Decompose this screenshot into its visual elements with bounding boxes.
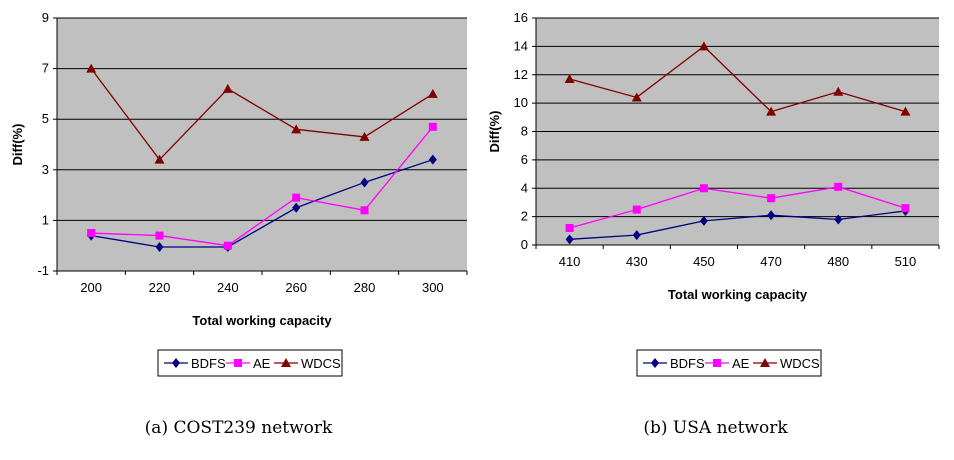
data-point [292,193,301,202]
y-tick-label: 2 [521,209,528,224]
y-tick-label: 5 [42,111,49,126]
data-point [428,122,437,131]
series-line [91,126,434,247]
series-line [569,45,906,113]
series-line [569,210,906,240]
data-point [87,229,96,238]
legend-label: WDCS [301,356,341,371]
y-tick-label: 8 [521,124,528,139]
data-point [767,194,776,203]
data-point [901,204,910,213]
legend-marker [281,358,291,367]
legend-marker [713,359,721,367]
legend-marker [760,358,770,367]
legend-marker [234,359,242,367]
legend-label: BDFS [191,356,226,371]
x-tick-label: 510 [895,254,917,269]
x-tick-label: 480 [827,254,849,269]
legend-box [636,349,822,377]
legend-label: AE [253,356,271,371]
x-axis-label: Total working capacity [192,313,332,328]
y-tick-label: -1 [37,263,49,278]
legend-marker [651,358,659,368]
series-line [90,68,434,161]
y-tick-label: 9 [42,10,49,25]
chart-usa: 0 2 4 6 8 10 12 14 16 410 430 450 470 480 510 Total wor… [477,0,954,460]
chart-cost239: -1 1 3 5 7 9 200 220 240 260 280 300 Total working c… [10,10,468,438]
y-tick-label: 7 [42,61,49,76]
x-axis-label: Total working capacity [668,287,808,302]
data-point [86,63,97,73]
y-tick-label: 1 [42,212,49,227]
data-point [699,215,708,226]
data-point [632,230,641,241]
y-axis-label: Diff(%) [10,124,25,166]
y-tick-label: 12 [514,67,528,82]
x-tick-label: 280 [354,280,376,295]
y-axis-label: Diff(%) [487,111,502,153]
data-point [564,74,575,84]
chart-usa-svg: 0 2 4 6 8 10 12 14 16 410 430 450 470 480 510 Total wor… [487,10,940,377]
data-point [222,83,233,93]
data-point [766,106,777,116]
y-tick-label: 6 [521,152,528,167]
data-point [359,131,370,141]
data-point [565,223,574,232]
data-point [155,241,164,252]
data-point [900,106,911,116]
y-tick-label: 14 [514,38,528,53]
legend-marker [172,358,180,368]
x-tick-label: 300 [422,280,444,295]
data-point [699,184,708,193]
series-line [91,159,434,248]
chart-cost239-svg: -1 1 3 5 7 9 200 220 240 260 280 300 Total working c… [10,10,468,377]
x-tick-label: 410 [559,254,581,269]
data-point [834,214,843,225]
data-point [360,206,369,215]
data-point [291,124,302,134]
data-point [698,41,709,51]
data-point [292,202,301,213]
data-point [632,205,641,214]
x-tick-label: 260 [285,280,307,295]
x-tick-label: 200 [80,280,102,295]
y-tick-label: 10 [514,95,528,110]
data-point [428,154,437,165]
data-point [360,177,369,188]
series-line [569,186,906,229]
data-point [565,234,574,245]
legend: BDFS AE WDCS [157,349,343,377]
series-wdcs [86,63,438,164]
legend: BDFS AE WDCS [636,349,822,377]
data-point [767,210,776,221]
data-point [631,92,642,102]
data-point [833,86,844,96]
x-tick-label: 430 [626,254,648,269]
caption-cost239: (a) COST239 network [144,418,333,438]
x-tick-label: 240 [217,280,239,295]
x-tick-label: 470 [760,254,782,269]
x-tick-label: 220 [149,280,171,295]
legend-box [157,349,343,377]
series-ae [87,122,437,250]
series-wdcs [564,41,911,116]
legend-label: WDCS [780,356,820,371]
y-tick-label: 3 [42,162,49,177]
x-tick-label: 450 [693,254,715,269]
data-point [834,182,843,191]
data-point [155,231,164,240]
y-tick-label: 0 [521,237,528,252]
caption-usa: (b) USA network [643,418,788,438]
legend-label: BDFS [670,356,705,371]
legend-label: AE [732,356,750,371]
y-tick-label: 16 [514,10,528,25]
series-ae [565,182,910,232]
plot-area [57,18,467,271]
y-tick-label: 4 [521,180,528,195]
data-point [154,154,165,164]
data-point [427,88,438,98]
data-point [223,241,232,250]
